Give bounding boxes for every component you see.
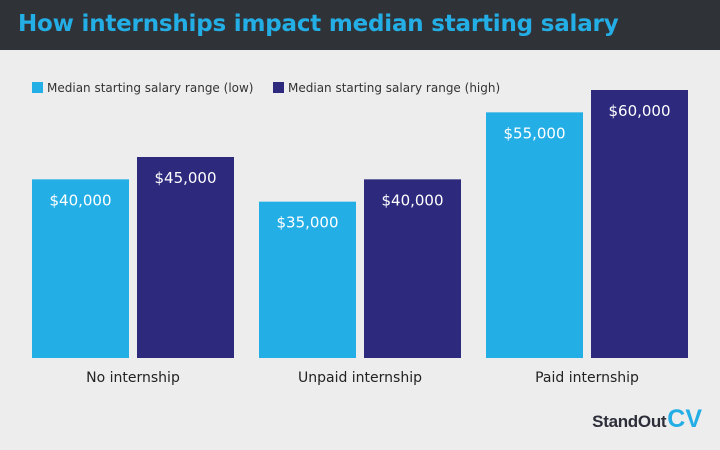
value-label-low-3: $55,000 <box>503 124 565 142</box>
category-label-3: Paid internship <box>535 370 639 386</box>
chart-title: How internships impact median starting s… <box>18 11 619 37</box>
value-label-high-3: $60,000 <box>608 102 670 120</box>
legend-swatch-low <box>32 82 43 93</box>
legend-label-low: Median starting salary range (low) <box>47 81 253 95</box>
chart-header: How internships impact median starting s… <box>0 0 720 50</box>
value-label-low-2: $35,000 <box>276 214 338 232</box>
bar-high-3 <box>591 90 688 358</box>
bar-low-3 <box>486 112 583 358</box>
bar-high-1 <box>137 157 234 358</box>
category-label-2: Unpaid internship <box>298 370 422 386</box>
bar-chart: Median starting salary range (low) Median… <box>32 81 688 386</box>
bar-low-1 <box>32 179 129 358</box>
logo-wordmark-accent: CV <box>667 405 702 433</box>
legend-label-high: Median starting salary range (high) <box>288 81 500 95</box>
logo-wordmark-main: StandOut <box>592 412 667 431</box>
value-label-low-1: $40,000 <box>49 191 111 209</box>
value-label-high-1: $45,000 <box>154 169 216 187</box>
standout-cv-logo: StandOutCV <box>592 405 702 436</box>
legend-swatch-high <box>273 82 284 93</box>
bar-high-2 <box>364 179 461 358</box>
category-label-1: No internship <box>86 370 180 386</box>
value-label-high-2: $40,000 <box>381 191 443 209</box>
bar-low-2 <box>259 201 356 358</box>
